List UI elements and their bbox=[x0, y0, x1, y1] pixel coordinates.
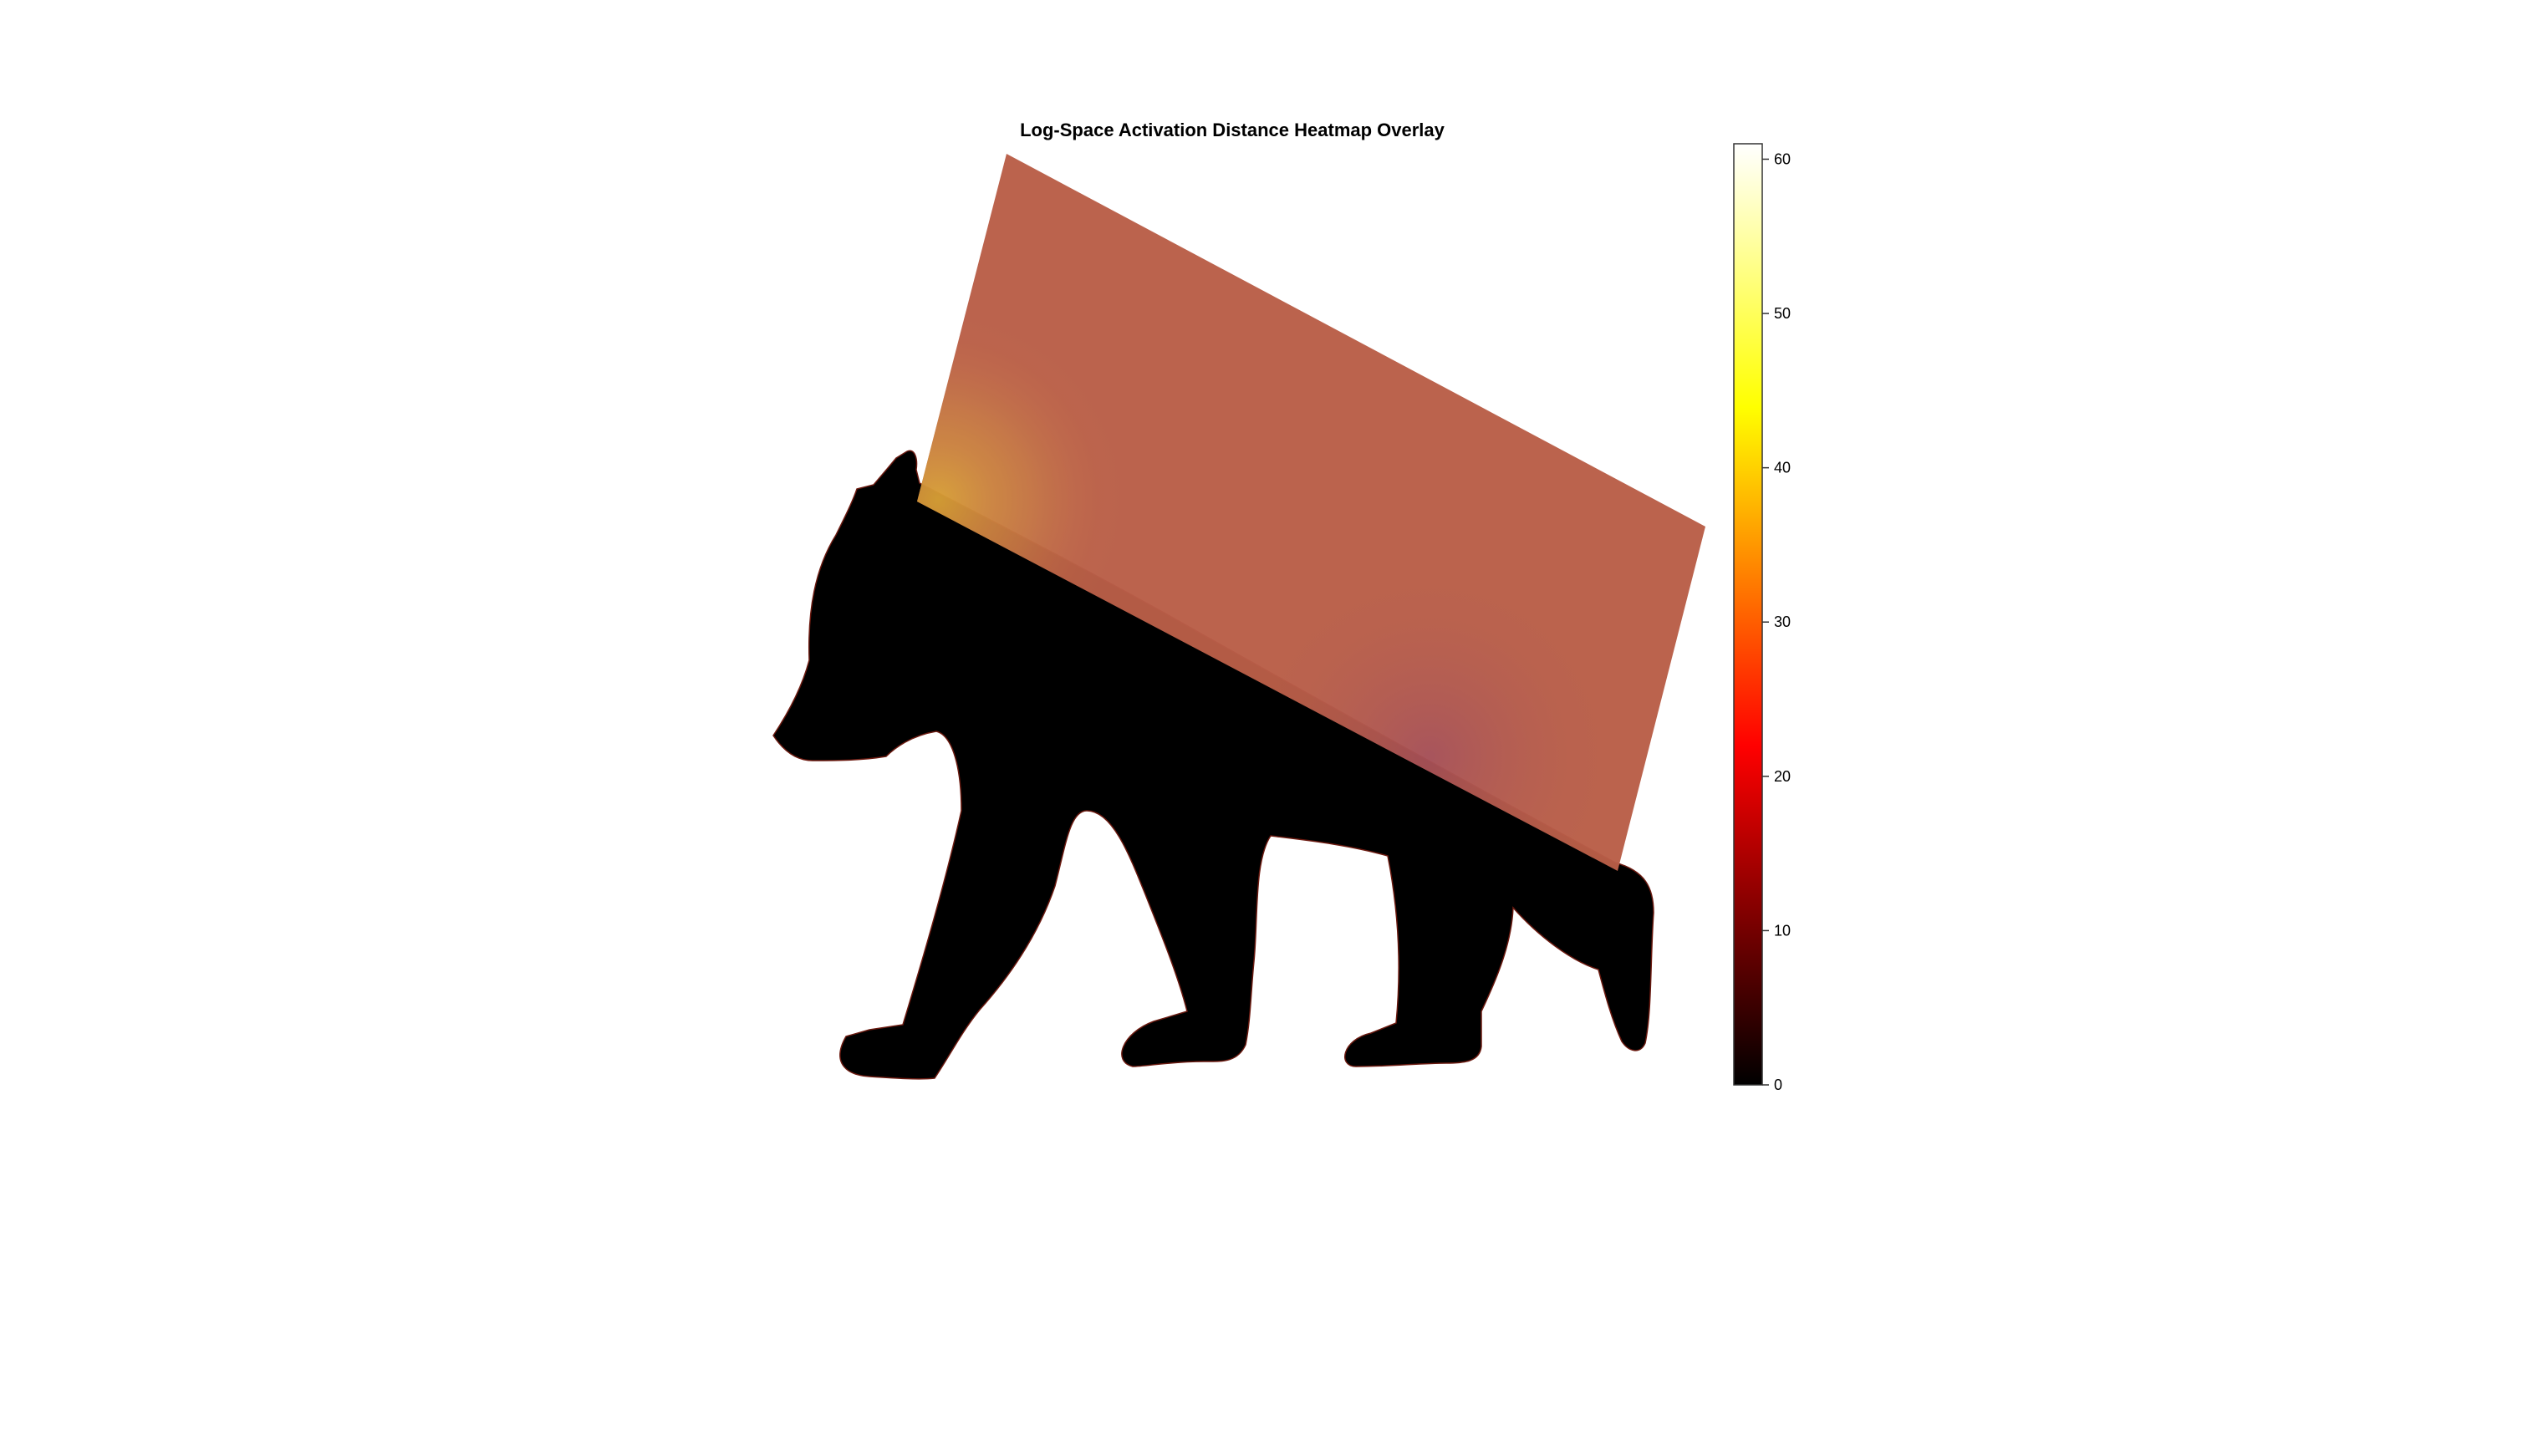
chart-title: Log-Space Activation Distance Heatmap Ov… bbox=[1020, 120, 1445, 140]
colorbar-tick-label: 20 bbox=[1774, 768, 1791, 785]
colorbar-ticks: 0 10 20 30 40 50 60 bbox=[1762, 150, 1791, 1093]
heatmap-overlay bbox=[917, 154, 1705, 871]
colorbar-tick-label: 10 bbox=[1774, 922, 1791, 939]
colorbar-tick-label: 0 bbox=[1774, 1077, 1782, 1093]
colorbar-tick-label: 50 bbox=[1774, 305, 1791, 322]
colorbar: 0 10 20 30 40 50 60 bbox=[1733, 143, 1791, 1093]
colorbar-tick-label: 40 bbox=[1774, 460, 1791, 476]
colorbar-tick-label: 60 bbox=[1774, 150, 1791, 167]
colorbar-tick-label: 30 bbox=[1774, 613, 1791, 630]
bear-silhouette bbox=[772, 450, 1654, 1080]
colorbar-gradient bbox=[1733, 143, 1763, 1086]
